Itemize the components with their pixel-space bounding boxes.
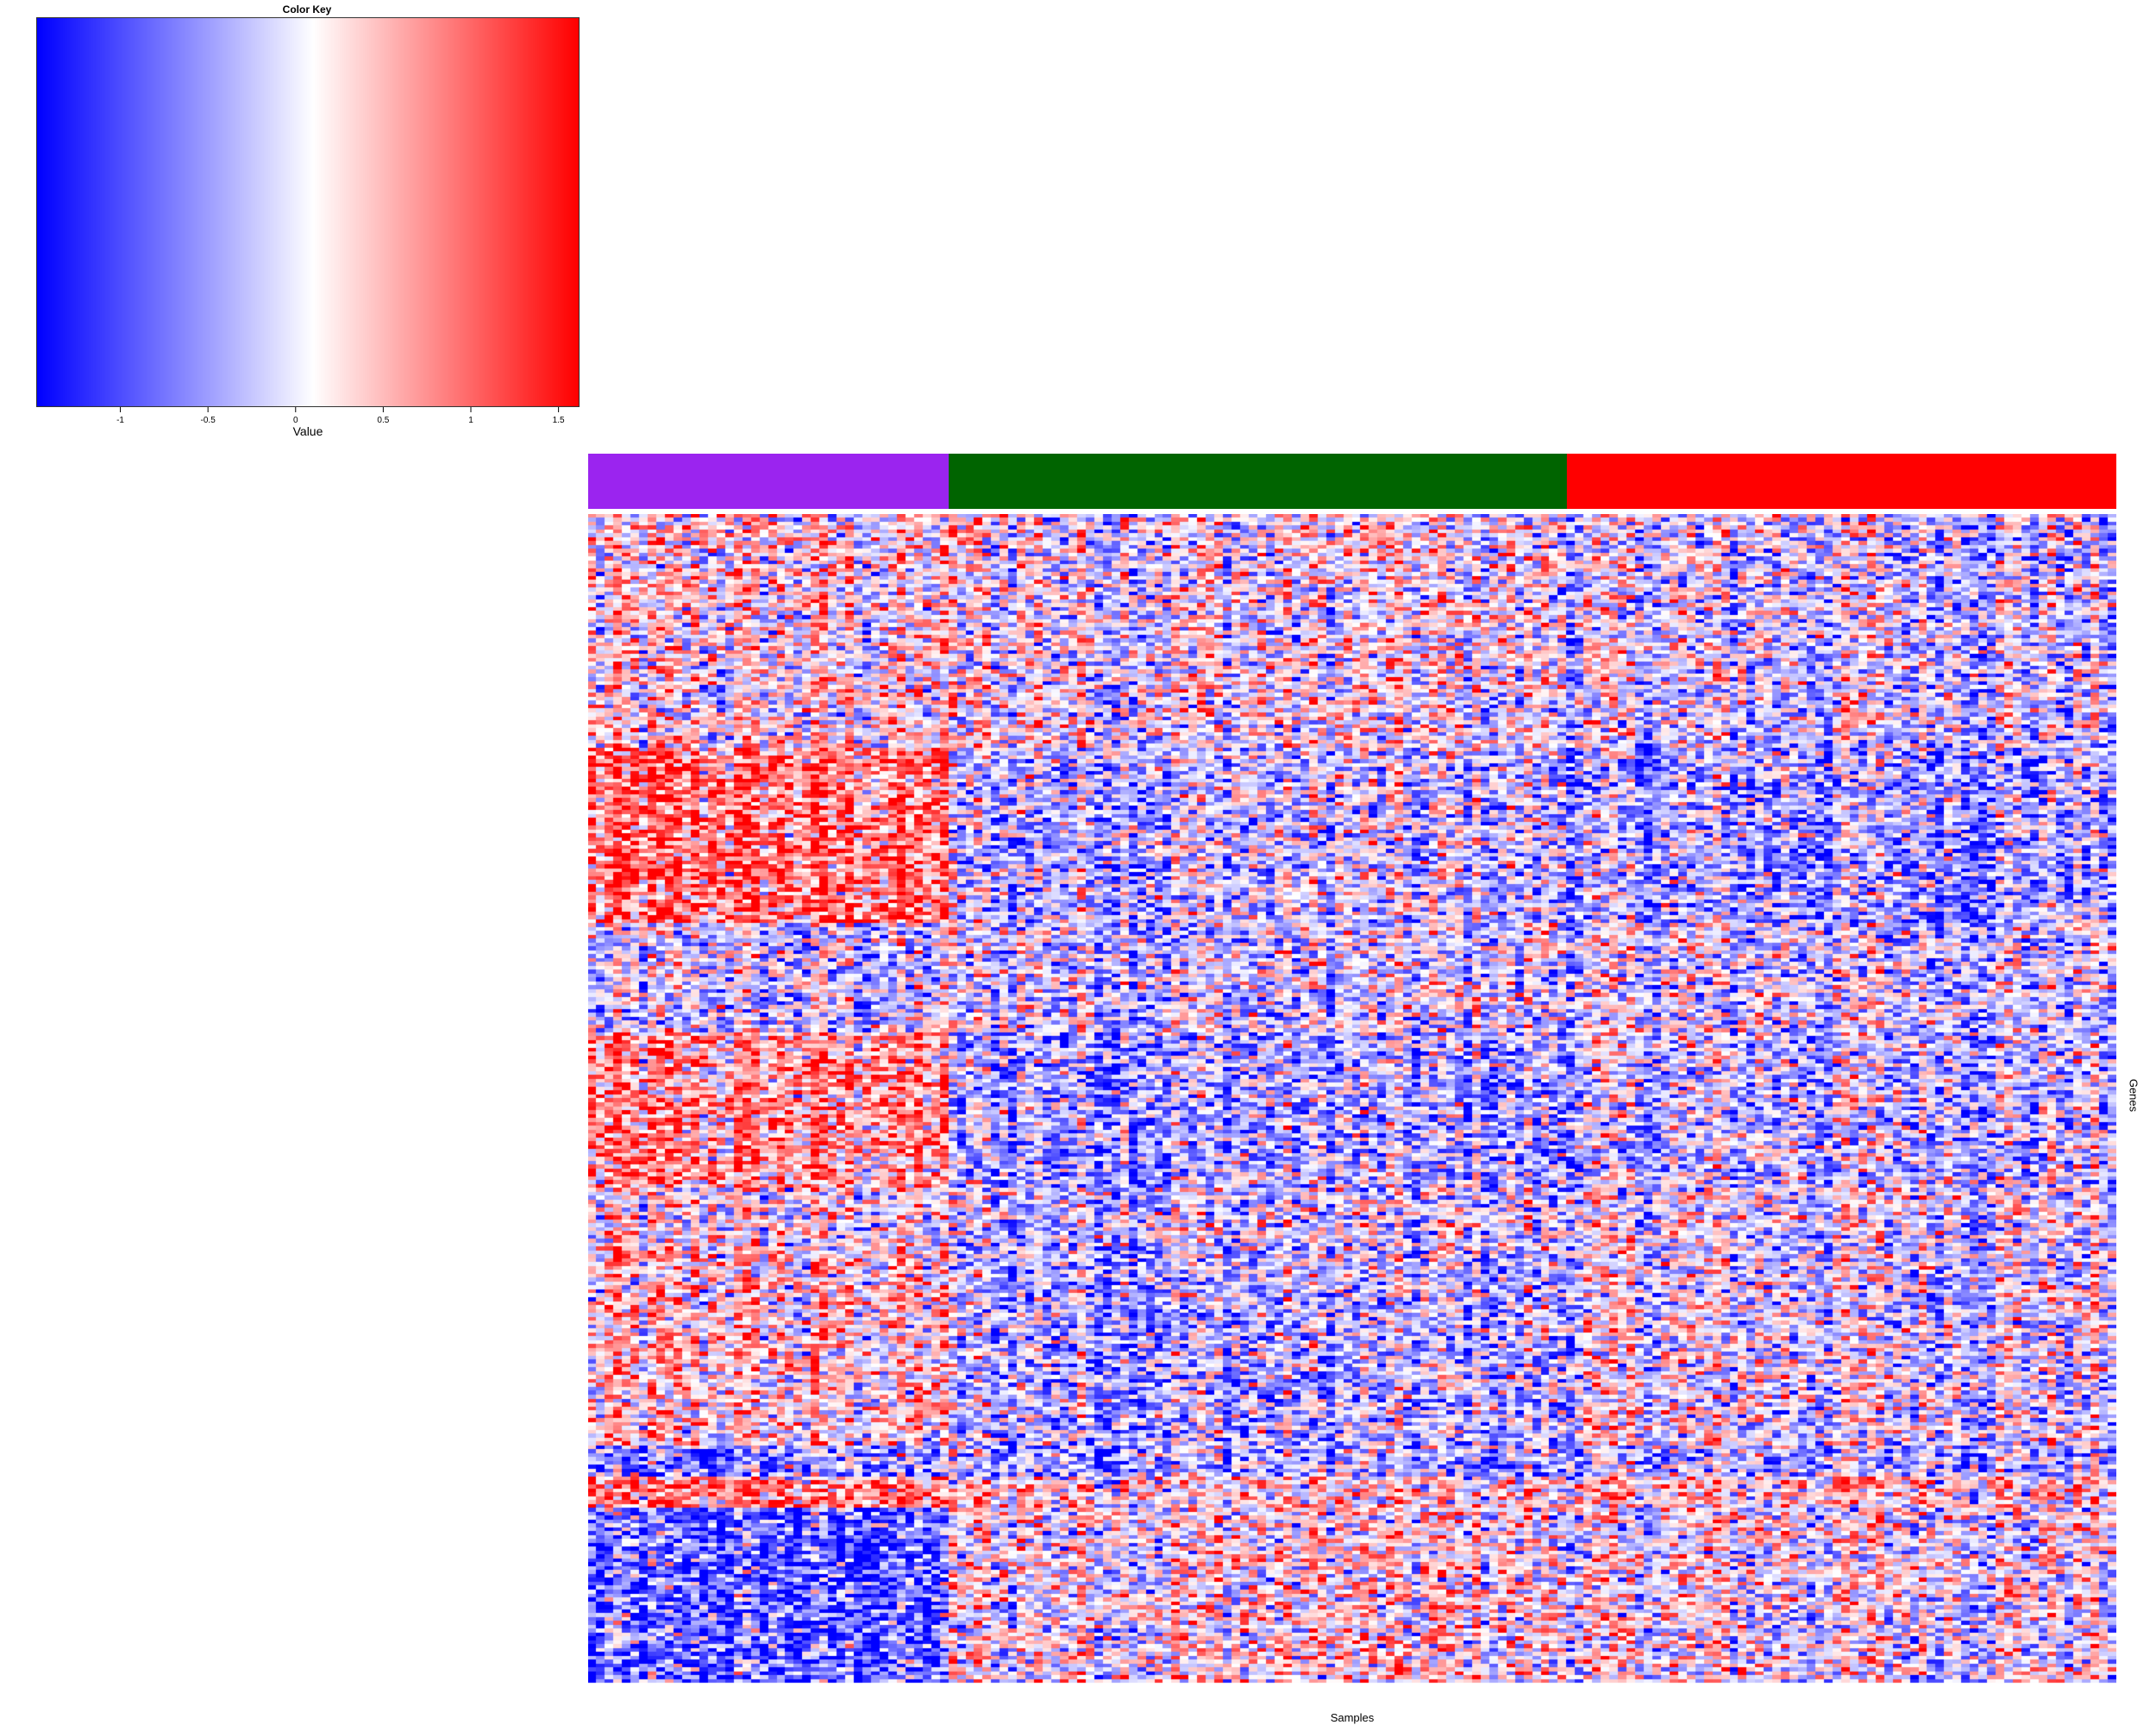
sample-group-group-2 <box>949 454 1568 509</box>
sample-group-colorbar <box>588 454 2116 509</box>
color-key-title: Color Key <box>282 3 332 16</box>
color-key-tick-label: 1 <box>468 416 473 425</box>
color-key-tick-label: -1 <box>116 416 124 425</box>
color-key-tick-label: 0.5 <box>377 416 389 425</box>
expression-heatmap <box>588 514 2116 1684</box>
color-key-tick-label: -0.5 <box>201 416 216 425</box>
color-key-gradient <box>36 17 580 407</box>
color-key-tick-label: 0 <box>293 416 298 425</box>
color-key-axis: -1 -0.5 0 0.5 1 1.5 <box>116 407 565 425</box>
sample-group-group-1 <box>588 454 950 509</box>
sample-group-group-3 <box>1566 454 2116 509</box>
x-axis-label: Samples <box>1330 1711 1375 1724</box>
y-axis-label: Genes <box>2127 1078 2140 1113</box>
color-key-value-label: Value <box>292 424 323 438</box>
color-key-tick-label: 1.5 <box>553 416 565 425</box>
